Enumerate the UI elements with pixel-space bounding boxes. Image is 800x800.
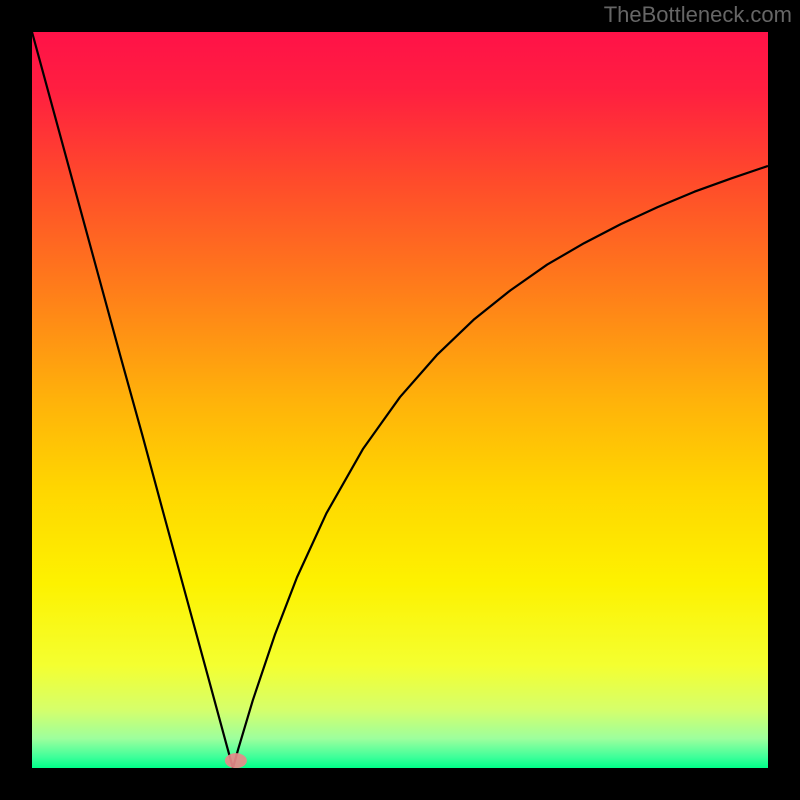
minimum-marker — [225, 753, 247, 768]
attribution-text: TheBottleneck.com — [604, 2, 792, 28]
gradient-background — [32, 32, 768, 768]
plot-area — [32, 32, 768, 768]
plot-svg — [32, 32, 768, 768]
chart-frame: TheBottleneck.com — [0, 0, 800, 800]
